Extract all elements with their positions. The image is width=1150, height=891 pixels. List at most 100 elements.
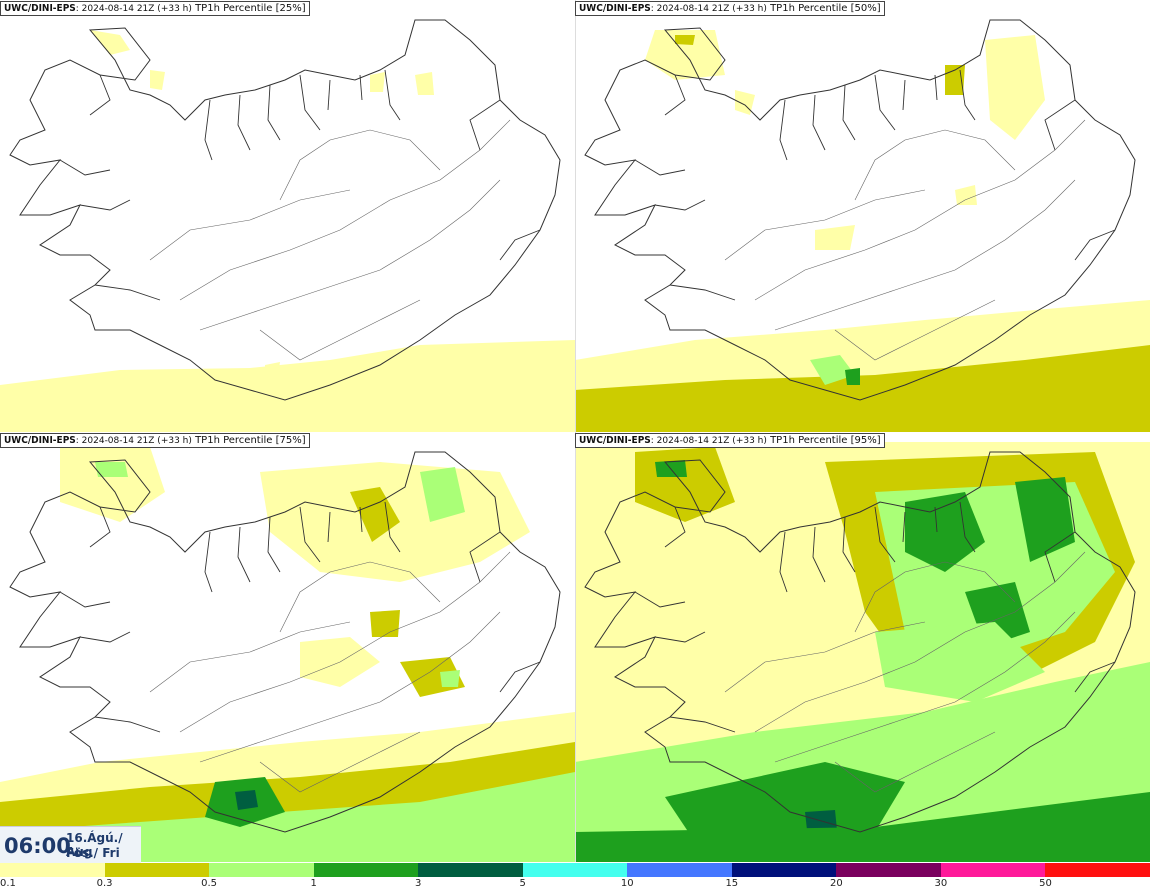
road-line — [199, 179, 501, 331]
panel-divider — [575, 0, 576, 862]
field-name: TP1h Percentile [75%] — [191, 435, 306, 446]
fjord-line — [669, 284, 736, 301]
model-name: UWC/DINI-EPS — [579, 435, 651, 446]
map-panel-p75: UWC/DINI-EPS: 2024-08-14 21Z (+33 h) TP1… — [0, 432, 575, 862]
fjord-line — [89, 74, 111, 116]
fjord-line — [359, 74, 363, 101]
fjord-line — [934, 74, 938, 101]
coastline — [9, 19, 561, 401]
fjord-line — [654, 631, 706, 643]
fjord-line — [59, 159, 111, 176]
road-line — [854, 561, 1016, 633]
precip-area — [235, 790, 258, 810]
fjord-line — [204, 531, 213, 593]
fjord-line — [634, 591, 686, 608]
legend-label: 3 — [414, 878, 422, 889]
fjord-line — [499, 661, 541, 693]
precip-map-p75 — [0, 447, 575, 862]
road-line — [724, 621, 926, 693]
precip-map-p95 — [575, 442, 1150, 862]
fjord-line — [812, 526, 826, 583]
road-line — [754, 119, 1086, 301]
precip-area — [875, 622, 1045, 702]
fjord-line — [874, 506, 896, 563]
precip-area — [955, 185, 977, 205]
precip-area — [810, 355, 855, 385]
precip-area — [420, 467, 465, 522]
road-line — [179, 119, 511, 301]
fjord-line — [634, 159, 686, 176]
road-line — [774, 611, 1076, 763]
fjord-line — [94, 284, 161, 301]
legend-swatch — [940, 863, 1047, 877]
precip-area — [350, 487, 400, 542]
road-line — [179, 551, 511, 733]
coastline — [584, 19, 1136, 401]
fjord-line — [959, 501, 976, 553]
fjord-line — [1044, 531, 1076, 583]
panel-title: UWC/DINI-EPS: 2024-08-14 21Z (+33 h) TP1… — [575, 1, 885, 16]
fjord-line — [79, 631, 131, 643]
legend-swatch — [209, 863, 315, 877]
road-line — [259, 299, 421, 361]
precip-area — [0, 340, 575, 432]
legend-label: 5 — [519, 878, 526, 889]
fjord-line — [902, 79, 906, 111]
legend-swatch — [522, 863, 629, 877]
map-panel-p95: UWC/DINI-EPS: 2024-08-14 21Z (+33 h) TP1… — [575, 432, 1150, 862]
precip-map-p50 — [575, 19, 1150, 432]
map-panel-p25: UWC/DINI-EPS: 2024-08-14 21Z (+33 h) TP1… — [0, 0, 575, 432]
fjord-line — [384, 501, 401, 553]
precip-area — [905, 492, 985, 572]
precip-area — [675, 35, 695, 45]
fjord-line — [384, 69, 401, 121]
legend-label: 0.1 — [0, 878, 16, 889]
fjord-line — [237, 94, 251, 151]
legend-label: 50 — [1039, 878, 1052, 889]
fjord-line — [1074, 229, 1116, 261]
precip-area — [735, 90, 755, 115]
precip-area — [95, 462, 128, 477]
run-info: : 2024-08-14 21Z (+33 h) — [650, 4, 767, 14]
precip-map-p25 — [0, 19, 575, 432]
precip-area — [370, 72, 385, 92]
run-info: : 2024-08-14 21Z (+33 h) — [75, 436, 192, 446]
coastline — [584, 451, 1136, 833]
road-line — [724, 189, 926, 261]
road-line — [259, 731, 421, 793]
panel-title: UWC/DINI-EPS: 2024-08-14 21Z (+33 h) TP1… — [0, 1, 310, 16]
fjord-line — [1044, 99, 1076, 151]
legend-swatch — [313, 863, 420, 877]
fjord-line — [1074, 661, 1116, 693]
run-info: : 2024-08-14 21Z (+33 h) — [75, 4, 192, 14]
model-name: UWC/DINI-EPS — [4, 435, 76, 446]
fjord-line — [89, 506, 111, 548]
fjord-line — [779, 99, 788, 161]
precip-area — [815, 225, 855, 250]
map-panel-p50: UWC/DINI-EPS: 2024-08-14 21Z (+33 h) TP1… — [575, 0, 1150, 432]
precip-area — [60, 447, 165, 522]
precip-area — [575, 345, 1150, 432]
fjord-line — [299, 74, 321, 131]
precip-area — [645, 30, 725, 80]
road-line — [774, 179, 1076, 331]
fjord-line — [842, 84, 856, 141]
fjord-line — [812, 94, 826, 151]
valid-time-box: 06:00 16.Ágú./ Aug Fös./ Fri — [0, 826, 141, 863]
road-line — [149, 189, 351, 261]
legend-label: 1 — [310, 878, 317, 889]
coastline — [9, 451, 561, 833]
legend-swatch — [731, 863, 838, 877]
legend-swatch — [418, 863, 524, 877]
precip-area — [265, 362, 280, 375]
fjord-line — [359, 506, 363, 533]
fjord-line — [469, 531, 501, 583]
fjord-line — [94, 716, 161, 733]
fjord-line — [669, 716, 736, 733]
valid-day: Fös./ Fri — [66, 846, 120, 860]
fjord-line — [874, 74, 896, 131]
fjord-line — [327, 79, 331, 111]
legend-swatch — [104, 863, 211, 877]
legend-label: 20 — [829, 878, 843, 889]
model-name: UWC/DINI-EPS — [4, 3, 76, 14]
